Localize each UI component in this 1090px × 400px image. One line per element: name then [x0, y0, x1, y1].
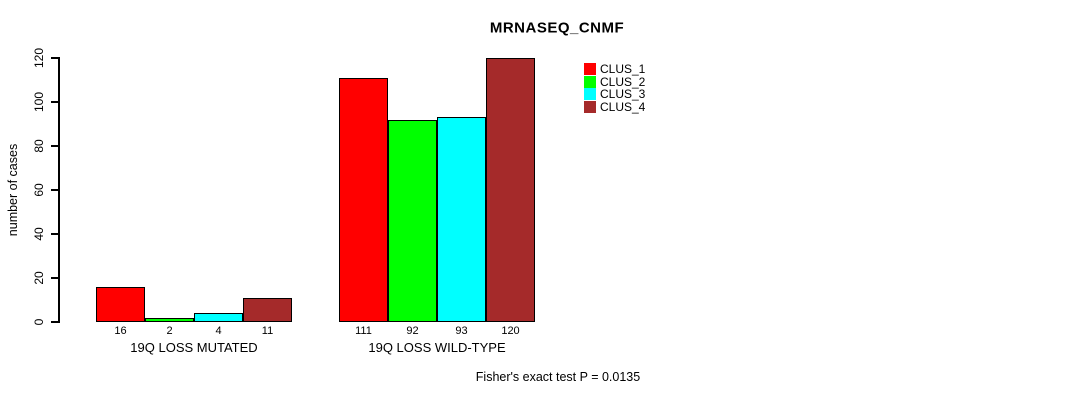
- y-axis-tick-label: 40: [32, 227, 46, 241]
- legend: CLUS_1 CLUS_2 CLUS_3 CLUS_4: [584, 63, 645, 113]
- bar-value-label: 11: [261, 325, 274, 337]
- bar-clus_2-group1: [145, 318, 194, 322]
- bar-value-label: 120: [501, 325, 520, 337]
- bar-clus_4-group1: [243, 298, 292, 322]
- bar-clus_3-group1: [194, 313, 243, 322]
- legend-label: CLUS_4: [600, 99, 646, 114]
- y-axis-tick: [51, 145, 58, 147]
- legend-label: CLUS_1: [600, 62, 646, 76]
- legend-item-clus_1: CLUS_1: [584, 63, 645, 75]
- x-axis-group-label: 19Q LOSS MUTATED: [130, 340, 258, 355]
- y-axis-tick-label: 100: [32, 91, 46, 113]
- y-axis-tick-label: 80: [32, 139, 46, 153]
- legend-label: CLUS_2: [600, 74, 646, 89]
- bar-clus_4-group2: [486, 58, 535, 322]
- y-axis-tick: [51, 277, 58, 279]
- legend-item-clus_4: CLUS_4: [584, 99, 646, 114]
- y-axis-tick: [51, 321, 58, 323]
- bar-value-label: 93: [455, 325, 468, 337]
- legend-swatch-icon: [584, 88, 596, 100]
- bar-clus_1-group2: [339, 78, 388, 322]
- bar-value-label: 16: [114, 325, 127, 337]
- bar-clus_1-group1: [96, 287, 145, 322]
- y-axis-label: number of cases: [6, 143, 20, 237]
- bar-value-label: 2: [166, 325, 173, 337]
- y-axis-tick-label: 60: [32, 183, 46, 197]
- y-axis-tick: [51, 57, 58, 59]
- bar-value-label: 92: [406, 325, 419, 337]
- legend-label: CLUS_3: [600, 87, 646, 101]
- fisher-test-annotation: Fisher's exact test P = 0.0135: [475, 370, 641, 384]
- chart-title: MRNASEQ_CNMF: [489, 19, 625, 37]
- y-axis-tick: [51, 189, 58, 191]
- y-axis-tick-label: 20: [32, 271, 46, 285]
- x-axis-group-label: 19Q LOSS WILD-TYPE: [368, 340, 506, 355]
- y-axis-tick: [51, 233, 58, 235]
- legend-swatch-icon: [584, 100, 596, 113]
- y-axis-line: [58, 57, 60, 323]
- y-axis-tick-label: 120: [32, 47, 46, 69]
- y-axis-tick-label: 0: [32, 318, 46, 326]
- bar-clus_3-group2: [437, 117, 486, 322]
- bar-value-label: 4: [215, 325, 222, 337]
- legend-swatch-icon: [584, 63, 596, 75]
- legend-item-clus_2: CLUS_2: [584, 74, 646, 89]
- legend-item-clus_3: CLUS_3: [584, 88, 645, 100]
- legend-swatch-icon: [584, 75, 596, 88]
- bar-clus_2-group2: [388, 120, 437, 322]
- bar-value-label: 111: [355, 325, 372, 337]
- y-axis-tick: [51, 101, 58, 103]
